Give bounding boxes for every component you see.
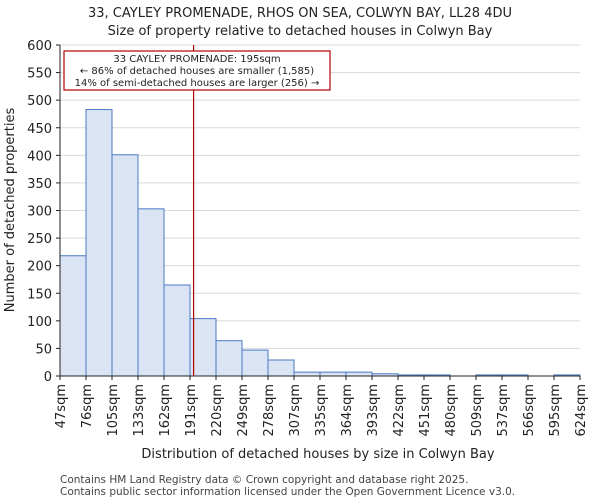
x-tick-label: 278sqm bbox=[262, 384, 277, 437]
x-tick-label: 335sqm bbox=[314, 384, 329, 437]
annotation-line-1: 33 CAYLEY PROMENADE: 195sqm bbox=[113, 54, 280, 65]
y-tick-label: 150 bbox=[27, 287, 52, 302]
x-tick-label: 422sqm bbox=[392, 384, 407, 437]
annotation-box: 33 CAYLEY PROMENADE: 195sqm ← 86% of det… bbox=[63, 50, 331, 91]
y-tick-label: 250 bbox=[27, 232, 52, 247]
bar-307sqm bbox=[293, 371, 321, 377]
y-axis-label: Number of detached properties bbox=[3, 108, 18, 313]
x-axis-label: Distribution of detached houses by size … bbox=[141, 447, 494, 462]
x-tick-label: 220sqm bbox=[210, 384, 225, 437]
bar-364sqm bbox=[345, 371, 373, 377]
y-tick-label: 500 bbox=[27, 94, 52, 109]
x-tick-label: 191sqm bbox=[184, 384, 199, 437]
bars bbox=[59, 109, 581, 377]
chart-title: 33, CAYLEY PROMENADE, RHOS ON SEA, COLWY… bbox=[88, 6, 512, 21]
x-tick-label: 509sqm bbox=[470, 384, 485, 437]
y-tick-label: 550 bbox=[27, 67, 52, 82]
x-tick-label: 162sqm bbox=[158, 384, 173, 437]
x-tick-label: 105sqm bbox=[106, 384, 121, 437]
x-tick-label: 393sqm bbox=[366, 384, 381, 437]
footer-line-1: Contains HM Land Registry data © Crown c… bbox=[60, 474, 468, 486]
x-ticks: 47sqm 76sqm 105sqm 133sqm 162sqm 191sqm 220sqm… bbox=[54, 376, 589, 437]
footer-line-2: Contains public sector information licen… bbox=[60, 486, 515, 498]
bar-162sqm bbox=[163, 284, 191, 377]
y-tick-label: 100 bbox=[27, 315, 52, 330]
y-tick-label: 600 bbox=[27, 39, 52, 54]
x-tick-label: 133sqm bbox=[132, 384, 147, 437]
x-tick-label: 537sqm bbox=[496, 384, 511, 437]
chart-subtitle: Size of property relative to detached ho… bbox=[108, 24, 493, 39]
bar-335sqm bbox=[319, 371, 347, 377]
y-tick-label: 400 bbox=[27, 149, 52, 164]
annotation-line-3: 14% of semi-detached houses are larger (… bbox=[75, 78, 320, 89]
bar-105sqm bbox=[111, 154, 139, 377]
x-tick-label: 307sqm bbox=[288, 384, 303, 437]
bar-133sqm bbox=[137, 208, 165, 377]
x-tick-label: 451sqm bbox=[418, 384, 433, 437]
x-tick-label: 566sqm bbox=[522, 384, 537, 437]
bar-249sqm bbox=[241, 349, 269, 377]
y-tick-label: 0 bbox=[44, 370, 52, 385]
y-tick-label: 200 bbox=[27, 260, 52, 275]
y-tick-label: 50 bbox=[35, 342, 52, 357]
y-ticks: 0 50 100 150 200 250 300 350 400 450 500 550 600 bbox=[27, 39, 60, 385]
y-tick-label: 450 bbox=[27, 122, 52, 137]
x-tick-label: 624sqm bbox=[574, 384, 589, 437]
x-tick-label: 76sqm bbox=[80, 384, 95, 428]
x-tick-label: 249sqm bbox=[236, 384, 251, 437]
x-tick-label: 480sqm bbox=[444, 384, 459, 437]
bar-76sqm bbox=[85, 109, 113, 377]
y-tick-label: 350 bbox=[27, 177, 52, 192]
y-tick-label: 300 bbox=[27, 205, 52, 220]
bar-278sqm bbox=[267, 359, 295, 377]
x-tick-label: 364sqm bbox=[340, 384, 355, 437]
bar-47sqm bbox=[59, 255, 87, 377]
annotation-line-2: ← 86% of detached houses are smaller (1,… bbox=[80, 66, 314, 77]
bar-220sqm bbox=[215, 340, 243, 377]
x-tick-label: 47sqm bbox=[54, 384, 69, 428]
x-tick-label: 595sqm bbox=[548, 384, 563, 437]
